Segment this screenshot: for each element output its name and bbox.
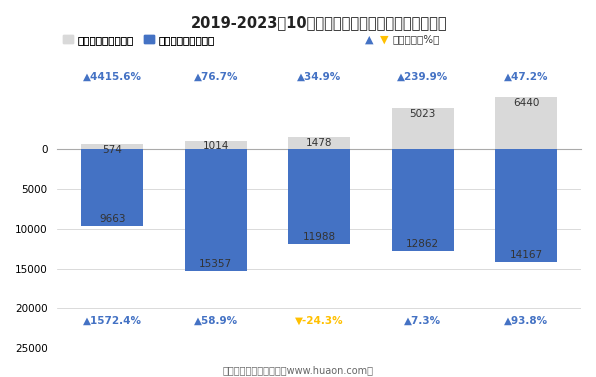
- Text: ▲: ▲: [365, 34, 373, 44]
- Text: 9663: 9663: [99, 214, 126, 224]
- Text: ▲34.9%: ▲34.9%: [297, 72, 342, 82]
- Text: ▲1572.4%: ▲1572.4%: [83, 316, 142, 325]
- Legend: 出口总额（万美元）, 进口总额（万美元）: 出口总额（万美元）, 进口总额（万美元）: [63, 35, 215, 45]
- Text: 制图：华经产业研究院（www.huaon.com）: 制图：华经产业研究院（www.huaon.com）: [222, 365, 374, 375]
- Text: ▼-24.3%: ▼-24.3%: [295, 316, 343, 325]
- Text: 1478: 1478: [306, 138, 333, 148]
- Text: ▼: ▼: [380, 34, 389, 44]
- Bar: [392, 109, 454, 149]
- Bar: [288, 149, 350, 244]
- Text: ▲58.9%: ▲58.9%: [194, 316, 238, 325]
- Bar: [495, 149, 557, 262]
- Text: 14167: 14167: [510, 250, 543, 260]
- Text: ▲7.3%: ▲7.3%: [404, 316, 441, 325]
- Bar: [81, 144, 144, 149]
- Text: ▲47.2%: ▲47.2%: [504, 72, 548, 82]
- Text: ▲76.7%: ▲76.7%: [194, 72, 238, 82]
- Text: 574: 574: [103, 145, 122, 155]
- Bar: [185, 141, 247, 149]
- Text: 5023: 5023: [409, 109, 436, 120]
- Text: 6440: 6440: [513, 98, 539, 108]
- Bar: [81, 149, 144, 226]
- Text: ▲4415.6%: ▲4415.6%: [83, 72, 142, 82]
- Text: 15357: 15357: [199, 259, 232, 270]
- Text: 1014: 1014: [203, 141, 229, 152]
- Text: 12862: 12862: [406, 239, 439, 250]
- Bar: [495, 97, 557, 149]
- Bar: [392, 149, 454, 251]
- Text: ▲239.9%: ▲239.9%: [397, 72, 448, 82]
- Text: 11988: 11988: [303, 233, 336, 242]
- Text: 同比增速（%）: 同比增速（%）: [393, 34, 440, 44]
- Title: 2019-2023年10月江苏海安保税物流中心进、出口额: 2019-2023年10月江苏海安保税物流中心进、出口额: [191, 15, 448, 30]
- Bar: [185, 149, 247, 271]
- Text: ▲93.8%: ▲93.8%: [504, 316, 548, 325]
- Bar: [288, 137, 350, 149]
